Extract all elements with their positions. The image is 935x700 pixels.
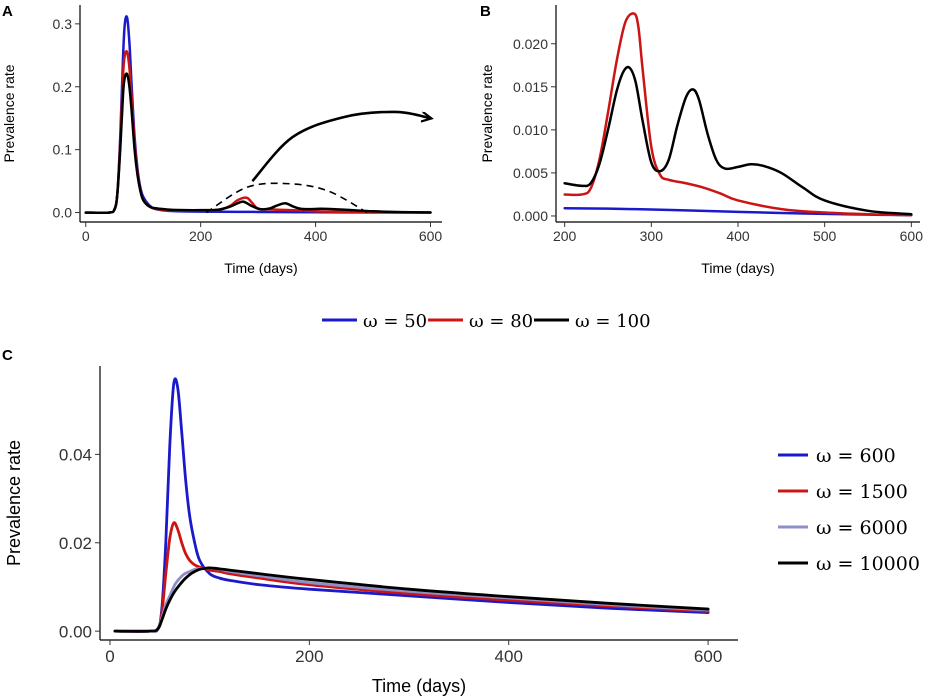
y-axis-title: Prevalence rate xyxy=(4,440,24,566)
legend-label-omega-80: ω = 80 xyxy=(469,311,533,332)
zoom-region-dashed-arc xyxy=(205,182,368,214)
y-tick-label: 0.0 xyxy=(53,205,73,221)
panel-b-chart: 200 300 400 500 600 0.000 0.005 0.010 0.015 0.020… xyxy=(479,5,923,276)
legend-label-omega-100: ω = 100 xyxy=(575,311,651,332)
legend-label-omega-6000: ω = 6000 xyxy=(816,517,908,539)
y-axis-title: Prevalence rate xyxy=(1,64,17,162)
panel-c-chart: 0 200 400 600 0.00 0.02 0.04 Time (days) Prevale… xyxy=(4,366,738,696)
y-tick-label: 0.00 xyxy=(59,622,92,641)
series-line-1500 xyxy=(113,521,710,633)
series-line-100 xyxy=(563,65,913,216)
panel-a-tag: A xyxy=(2,3,13,20)
x-tick-label: 400 xyxy=(726,228,750,244)
series-line-80 xyxy=(84,50,432,215)
y-tick-label: 0.020 xyxy=(513,36,548,52)
x-tick-label: 600 xyxy=(900,228,924,244)
y-tick-label: 0.015 xyxy=(513,79,548,95)
series-line-10000 xyxy=(113,566,710,633)
x-tick-label: 300 xyxy=(640,228,664,244)
legend-label-omega-50: ω = 50 xyxy=(363,311,427,332)
y-tick-label: 0.04 xyxy=(59,446,92,465)
x-tick-label: 200 xyxy=(295,647,323,666)
zoom-arrow xyxy=(251,110,430,182)
legend-label-omega-600: ω = 600 xyxy=(816,445,896,467)
panel-c-tag: C xyxy=(2,347,13,364)
x-axis-title: Time (days) xyxy=(372,676,466,696)
y-tick-label: 0.02 xyxy=(59,534,92,553)
x-tick-label: 200 xyxy=(553,228,577,244)
x-axis-title: Time (days) xyxy=(224,260,297,276)
y-tick-label: 0.3 xyxy=(53,16,73,32)
x-tick-label: 600 xyxy=(419,228,443,244)
y-axis-title: Prevalence rate xyxy=(479,64,495,162)
y-tick-label: 0.000 xyxy=(513,208,548,224)
x-tick-label: 600 xyxy=(694,647,722,666)
y-tick-label: 0.005 xyxy=(513,165,548,181)
y-tick-label: 0.010 xyxy=(513,122,548,138)
x-axis-title: Time (days) xyxy=(701,260,774,276)
right-legend: ω = 600 ω = 1500 ω = 6000 ω = 10000 xyxy=(778,445,920,575)
x-tick-label: 0 xyxy=(82,228,90,244)
x-tick-label: 400 xyxy=(304,228,328,244)
series-line-100 xyxy=(84,72,432,215)
series-line-600 xyxy=(113,377,710,633)
y-tick-label: 0.2 xyxy=(53,79,73,95)
series-line-80 xyxy=(563,12,913,217)
y-tick-label: 0.1 xyxy=(53,142,73,158)
panel-a-chart: 0 200 400 600 0.0 0.1 0.2 0.3 Time (days) Prevale… xyxy=(1,5,442,276)
series-line-50 xyxy=(84,15,432,215)
x-tick-label: 500 xyxy=(813,228,837,244)
legend-label-omega-10000: ω = 10000 xyxy=(816,553,920,575)
x-tick-label: 400 xyxy=(495,647,523,666)
series-line-6000 xyxy=(113,566,710,633)
x-tick-label: 0 xyxy=(105,647,114,666)
legend-label-omega-1500: ω = 1500 xyxy=(816,481,908,503)
x-tick-label: 200 xyxy=(189,228,213,244)
panel-b-tag: B xyxy=(480,3,491,20)
top-legend: ω = 50 ω = 80 ω = 100 xyxy=(322,311,651,332)
